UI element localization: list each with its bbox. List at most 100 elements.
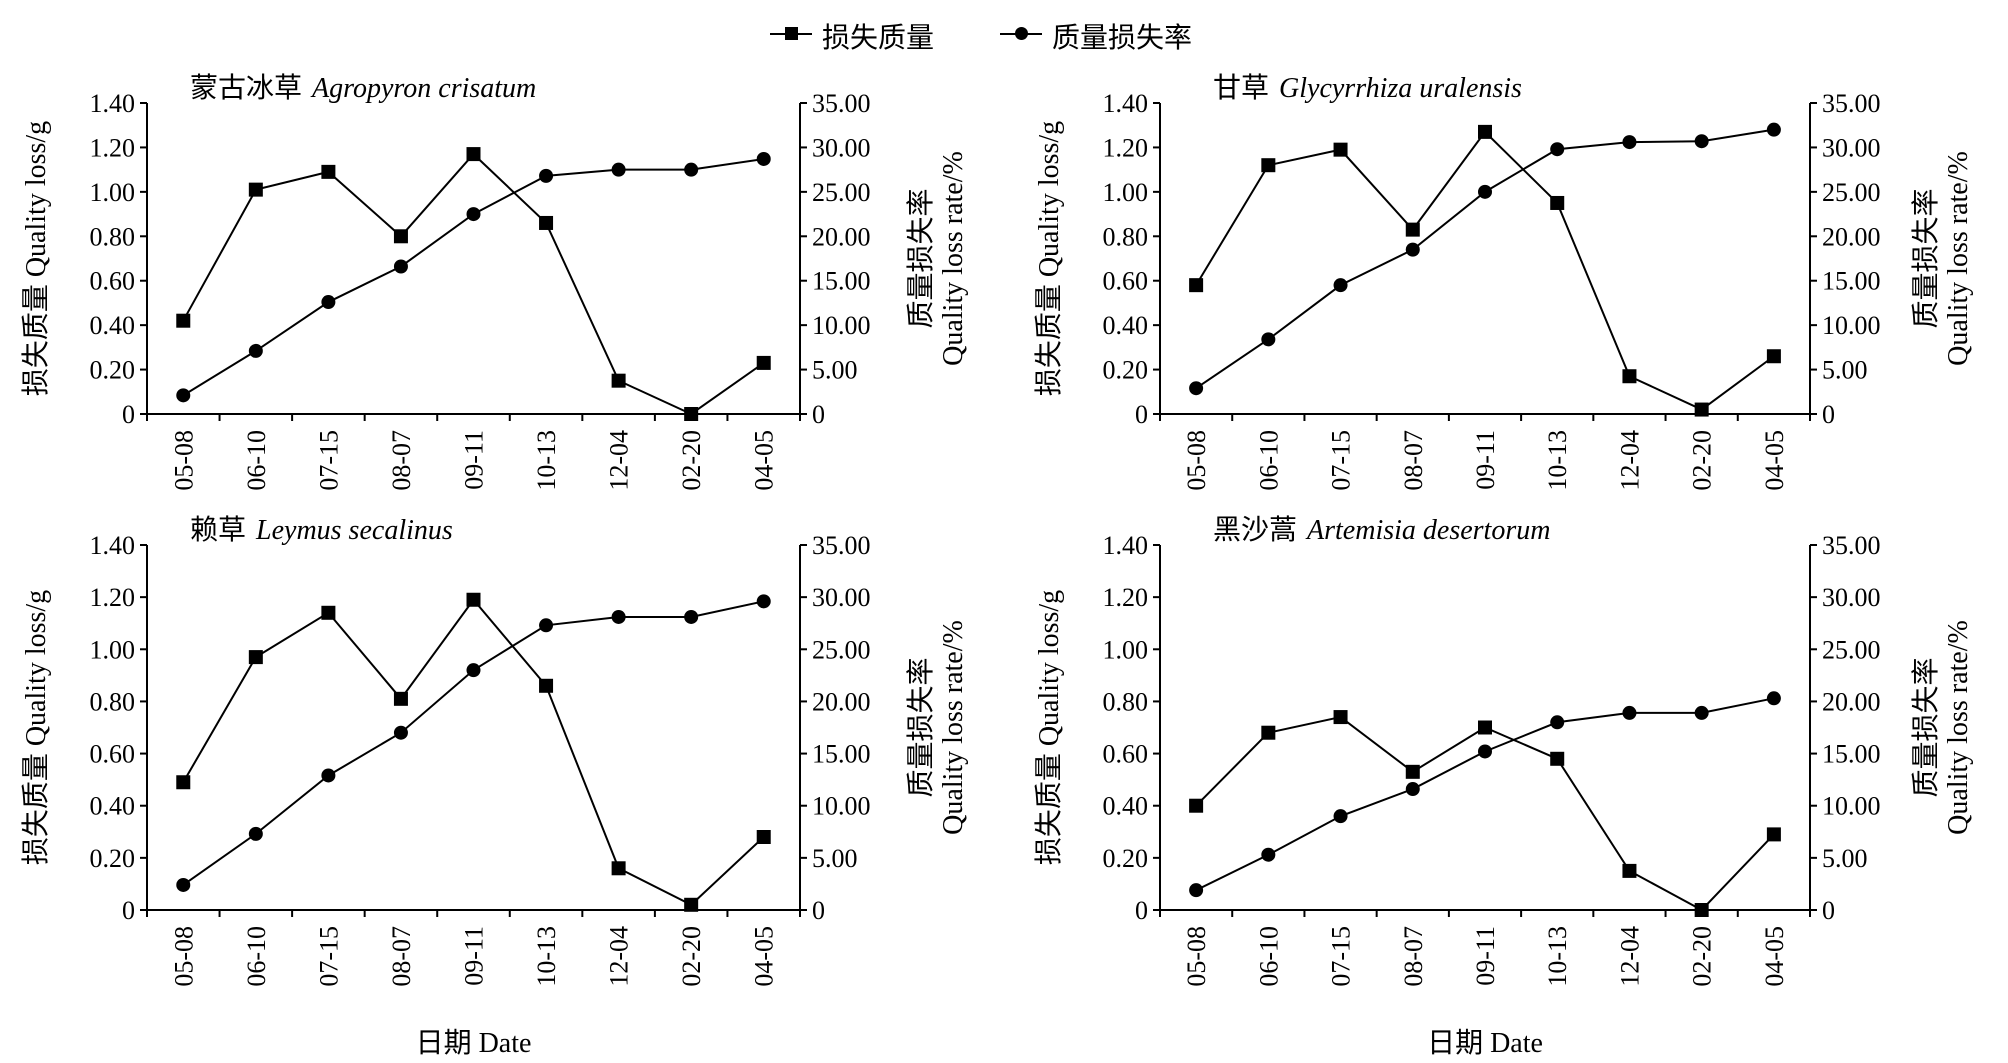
y-tick-label-left: 1.20 — [90, 133, 136, 162]
x-tick-label: 12-04 — [605, 926, 634, 987]
panel-title: 甘草 Glycyrrhiza uralensis — [1213, 71, 1522, 104]
y-tick-label-left: 0 — [122, 896, 135, 925]
y-tick-label-right: 10.00 — [1822, 311, 1881, 340]
panel-title: 赖草 Leymus secalinus — [190, 513, 453, 546]
x-tick-label: 04-05 — [1760, 430, 1789, 491]
data-point-square — [1405, 222, 1420, 237]
y-tick-label-left: 1.00 — [90, 635, 136, 664]
y-tick-label-left: 0.20 — [90, 356, 136, 385]
data-point-circle — [1550, 142, 1565, 157]
series-line-1 — [1195, 130, 1775, 411]
y-tick-label-right: 35.00 — [1822, 89, 1881, 118]
y-tick-label-right: 25.00 — [1822, 635, 1881, 664]
x-tick-label: 08-07 — [1399, 926, 1428, 987]
y-tick-label-right: 0 — [1822, 896, 1835, 925]
y-tick-label-right: 35.00 — [812, 89, 871, 118]
y-tick-label-right: 5.00 — [1822, 844, 1868, 873]
data-point-square — [1622, 863, 1637, 878]
data-point-circle — [321, 768, 336, 783]
data-point-circle — [248, 343, 263, 358]
data-point-square — [466, 592, 481, 607]
y-tick-label-right: 0 — [1822, 400, 1835, 429]
y-tick-label-left: 0.20 — [90, 844, 136, 873]
data-point-square — [1550, 195, 1565, 210]
y-tick-label-right: 20.00 — [1822, 687, 1881, 716]
y-axis-title-right-en: Quality loss rate/% — [938, 151, 969, 366]
chart-panel-1: 0 0.20 0.40 0.60 0.80 1.00 1.20 1.40 0 5.00 10.00 1… — [20, 71, 969, 491]
y-tick-label-right: 30.00 — [812, 133, 871, 162]
data-point-square — [1333, 710, 1348, 725]
x-tick-label: 02-20 — [677, 430, 706, 491]
x-tick-label: 07-15 — [1327, 926, 1356, 987]
y-axis-title-left: 损失质量 Quality loss/g — [1033, 590, 1065, 865]
x-axis-title: 日期 Date — [1427, 1028, 1543, 1059]
data-point-square — [539, 215, 554, 230]
y-tick-label-left: 0.40 — [1103, 792, 1149, 821]
y-tick-label-left: 1.40 — [1103, 531, 1149, 560]
data-point-circle — [466, 663, 481, 678]
data-point-square — [321, 164, 336, 179]
x-tick-label: 12-04 — [1615, 926, 1644, 987]
y-tick-label-left: 0.80 — [1103, 687, 1149, 716]
y-tick-label-right: 30.00 — [1822, 583, 1881, 612]
panel-title-cn: 黑沙蒿 — [1213, 513, 1297, 546]
panel-title-latin: Leymus secalinus — [255, 515, 453, 546]
x-tick-label: 05-08 — [1182, 430, 1211, 491]
x-tick-label: 08-07 — [1399, 430, 1428, 491]
x-tick-label: 07-15 — [314, 430, 343, 491]
y-tick-label-left: 1.40 — [90, 89, 136, 118]
y-axis-title-right-cn: 质量损失率 — [905, 188, 937, 328]
y-axis-title-right-cn: 质量损失率 — [1910, 188, 1942, 328]
y-axis-title-right-en: Quality loss rate/% — [1943, 620, 1974, 835]
chart-panel-2: 0 0.20 0.40 0.60 0.80 1.00 1.20 1.40 0 5.00 10.00 1… — [1033, 71, 1974, 491]
y-tick-label-left: 0.60 — [90, 267, 136, 296]
legend-label-quality-loss: 损失质量 — [822, 21, 935, 54]
y-tick-label-left: 0.20 — [1103, 356, 1149, 385]
data-point-circle — [1622, 135, 1637, 150]
y-tick-label-right: 25.00 — [812, 635, 871, 664]
data-point-circle — [1189, 883, 1204, 898]
panel-title: 黑沙蒿 Artemisia desertorum — [1213, 513, 1550, 546]
data-point-circle — [1766, 122, 1781, 137]
y-tick-label-right: 10.00 — [812, 792, 871, 821]
data-point-circle — [1333, 809, 1348, 824]
data-point-circle — [1333, 278, 1348, 293]
x-tick-label: 10-13 — [532, 926, 561, 987]
y-tick-label-right: 20.00 — [812, 222, 871, 251]
y-tick-label-right: 10.00 — [812, 311, 871, 340]
data-point-circle — [684, 609, 699, 624]
x-tick-label: 05-08 — [169, 926, 198, 987]
data-point-square — [1478, 124, 1492, 139]
x-tick-label: 09-11 — [460, 926, 489, 986]
data-point-square — [393, 691, 408, 706]
data-point-circle — [1694, 134, 1709, 149]
y-tick-label-right: 25.00 — [1822, 178, 1881, 207]
data-point-square — [1261, 158, 1276, 173]
data-point-square — [1189, 798, 1204, 813]
x-tick-label: 06-10 — [1254, 926, 1283, 987]
chart-legend: 损失质量 质量损失率 — [770, 14, 1290, 54]
y-tick-label-left: 1.20 — [1103, 133, 1149, 162]
y-tick-label-left: 1.00 — [90, 178, 136, 207]
data-point-square — [684, 897, 699, 912]
series-line-2 — [182, 157, 764, 397]
data-point-circle — [611, 162, 626, 177]
data-point-circle — [248, 826, 263, 841]
y-tick-label-right: 0 — [812, 400, 825, 429]
panel-title-cn: 蒙古冰草 — [190, 71, 302, 104]
x-tick-label: 08-07 — [387, 926, 416, 987]
y-tick-label-left: 0.80 — [1103, 222, 1149, 251]
y-tick-label-right: 10.00 — [1822, 792, 1881, 821]
y-tick-label-right: 5.00 — [1822, 356, 1868, 385]
x-tick-label: 09-11 — [460, 430, 489, 490]
y-tick-label-left: 0 — [1135, 400, 1148, 429]
data-point-square — [1189, 278, 1204, 293]
x-tick-label: 05-08 — [1182, 926, 1211, 987]
y-tick-label-right: 5.00 — [812, 356, 858, 385]
data-point-circle — [1694, 705, 1709, 720]
data-point-square — [756, 830, 771, 844]
y-tick-label-right: 30.00 — [812, 583, 871, 612]
y-tick-label-right: 15.00 — [812, 267, 871, 296]
y-tick-label-right: 25.00 — [812, 178, 871, 207]
x-tick-label: 10-13 — [1543, 926, 1572, 987]
